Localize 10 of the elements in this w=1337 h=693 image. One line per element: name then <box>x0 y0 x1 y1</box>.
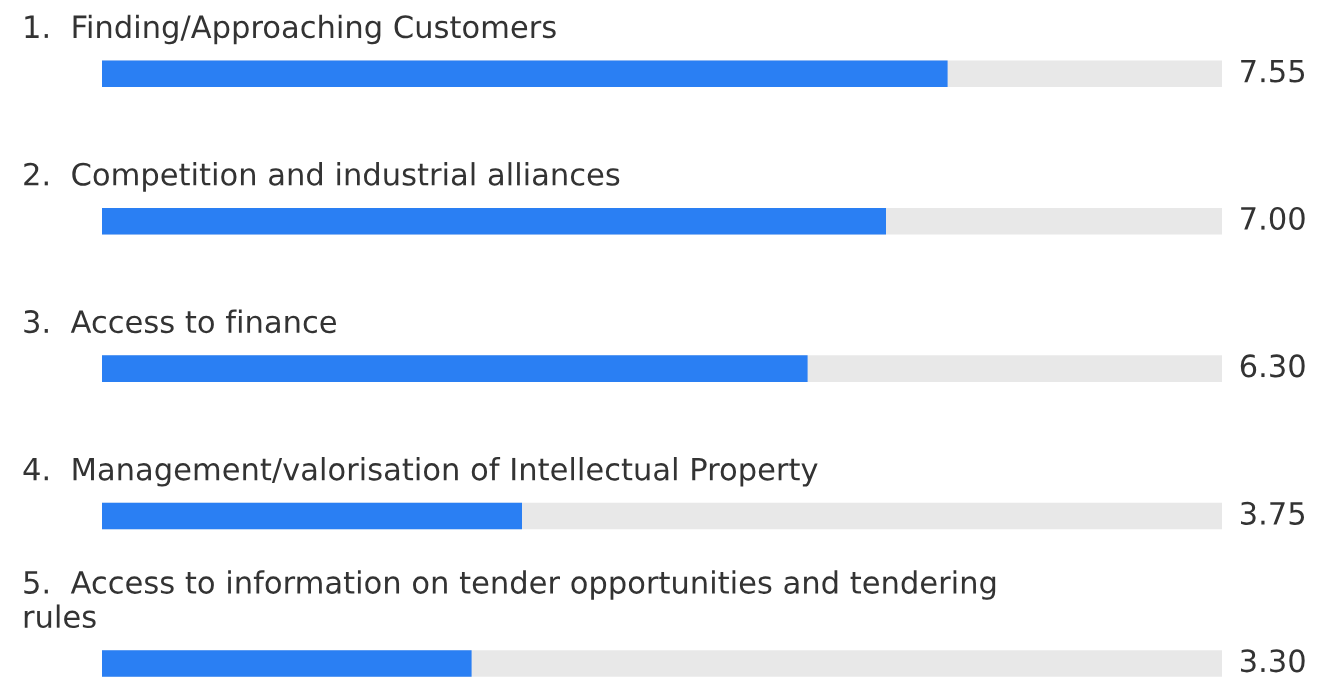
data-label: 3.30 <box>1241 649 1305 673</box>
data-label: 6.30 <box>1240 354 1305 378</box>
y-tick-label: 4. Management/valorisation of Intellectual Property <box>23 457 818 487</box>
y-tick-label: 5. Access to information on tender opportunities and tendering rules <box>24 570 996 629</box>
data-label: 7.55 <box>1241 59 1305 83</box>
y-tick-label: 2. Competition and industrial alliances <box>24 162 620 192</box>
y-tick-label: 3. Access to finance <box>24 309 336 334</box>
data-label: 7.00 <box>1241 206 1305 231</box>
y-tick-label: 1. Finding/Approaching Customers <box>25 14 556 45</box>
data-label: 3.75 <box>1241 501 1305 525</box>
